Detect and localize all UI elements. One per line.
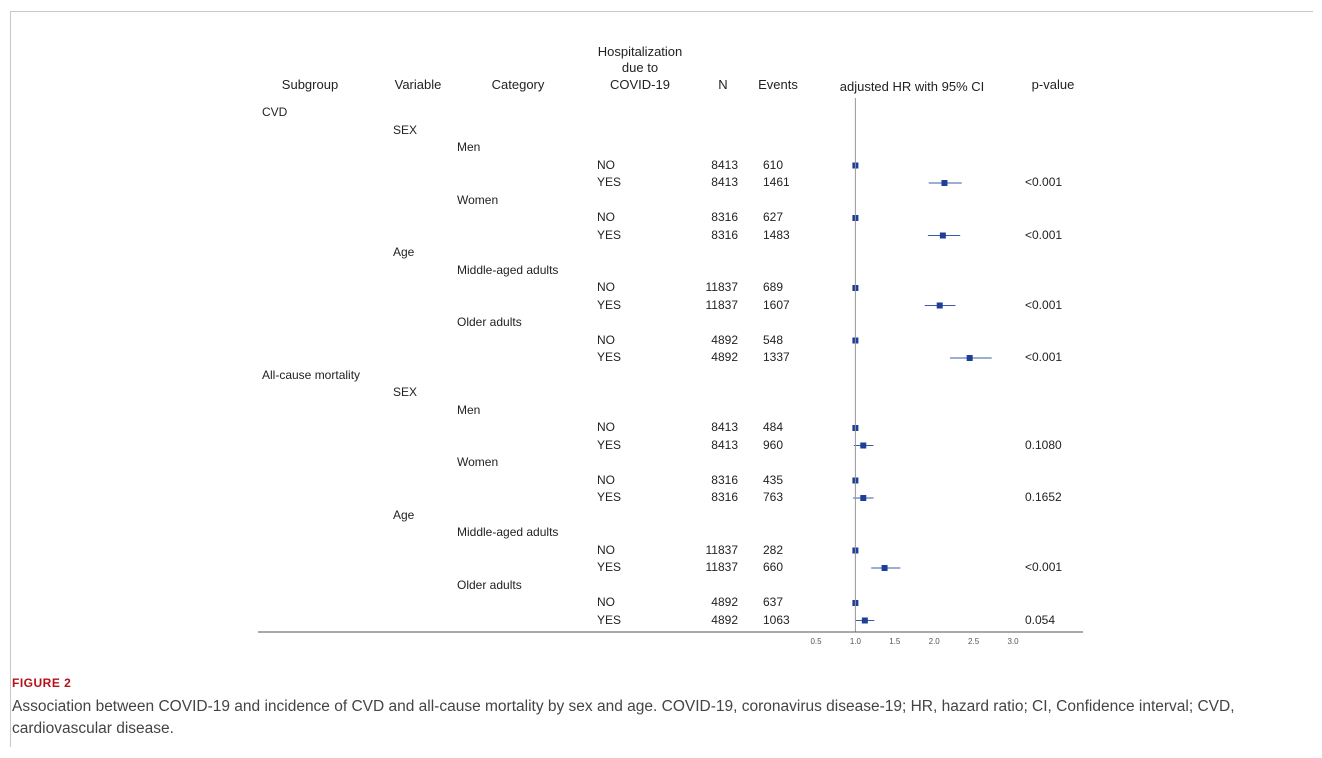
hospitalization-value: YES xyxy=(597,350,622,364)
subgroup-label: All-cause mortality xyxy=(262,367,361,382)
events-value: 484 xyxy=(763,420,784,434)
category-label: Older adults xyxy=(457,577,522,592)
p-value: <0.001 xyxy=(1025,350,1063,364)
n-value: 8413 xyxy=(711,157,738,172)
hospitalization-value: NO xyxy=(597,210,615,224)
events-value: 689 xyxy=(763,280,784,294)
category-label: Women xyxy=(457,455,499,469)
p-value: <0.001 xyxy=(1025,297,1063,312)
category-label: Middle-aged adults xyxy=(457,525,559,539)
events-value: 1063 xyxy=(763,612,790,627)
hospitalization-value: NO xyxy=(597,280,615,294)
p-value: 0.1652 xyxy=(1025,490,1062,504)
n-value: 8413 xyxy=(711,420,738,434)
hospitalization-value: YES xyxy=(597,175,622,189)
frame-top-border xyxy=(10,11,1313,12)
category-label: Men xyxy=(457,140,481,154)
hospitalization-value: YES xyxy=(597,612,622,627)
header-p-value: p-value xyxy=(1031,77,1075,92)
p-value: 0.054 xyxy=(1025,612,1056,627)
header-n: N xyxy=(718,77,728,92)
point-estimate-marker xyxy=(936,302,943,309)
figure-label: FIGURE 2 xyxy=(12,676,72,690)
events-value: 282 xyxy=(763,542,784,557)
x-tick-label: 2.0 xyxy=(929,637,941,646)
variable-label: Age xyxy=(393,245,415,259)
header-category: Category xyxy=(491,77,545,92)
x-tick-label: 1.5 xyxy=(889,637,901,646)
p-value: <0.001 xyxy=(1025,227,1063,242)
n-value: 4892 xyxy=(711,350,738,364)
events-value: 637 xyxy=(763,595,784,609)
header-hr: adjusted HR with 95% CI xyxy=(839,79,985,94)
category-label: Older adults xyxy=(457,315,522,329)
header-hospitalization-line1: Hospitalization xyxy=(597,44,683,59)
hospitalization-value: YES xyxy=(597,227,622,242)
hospitalization-value: NO xyxy=(597,157,615,172)
hospitalization-value: YES xyxy=(597,560,622,574)
category-label: Men xyxy=(457,402,481,417)
figure-caption: Association between COVID-19 and inciden… xyxy=(12,698,1235,737)
n-value: 4892 xyxy=(711,612,738,627)
events-value: 763 xyxy=(763,490,784,504)
events-value: 1483 xyxy=(763,227,790,242)
p-value: <0.001 xyxy=(1025,175,1063,189)
p-value: 0.1080 xyxy=(1025,437,1062,452)
point-estimate-marker xyxy=(881,565,888,571)
events-value: 960 xyxy=(763,437,784,452)
forest-plot: 0.5 1.0 1.5 2.0 2.5 3.0 xyxy=(258,98,1083,646)
hospitalization-value: NO xyxy=(597,595,615,609)
n-value: 8316 xyxy=(711,490,738,504)
x-tick-label: 3.0 xyxy=(1007,637,1019,646)
events-value: 1607 xyxy=(763,297,790,312)
point-estimate-marker xyxy=(860,495,867,501)
header-subgroup: Subgroup xyxy=(281,77,339,92)
n-value: 8413 xyxy=(711,175,738,189)
events-value: 435 xyxy=(763,472,784,487)
hospitalization-value: YES xyxy=(597,437,622,452)
category-label: Women xyxy=(457,192,499,207)
frame-left-border xyxy=(10,11,11,747)
p-value: <0.001 xyxy=(1025,560,1063,574)
n-value: 4892 xyxy=(711,332,738,347)
category-label: Middle-aged adults xyxy=(457,262,559,277)
events-value: 1337 xyxy=(763,350,790,364)
subgroup-label: CVD xyxy=(262,105,288,119)
n-value: 11837 xyxy=(705,280,738,294)
x-tick-label: 1.0 xyxy=(850,637,862,646)
variable-label: SEX xyxy=(393,385,418,399)
variable-label: Age xyxy=(393,507,415,522)
header-variable: Variable xyxy=(394,77,442,92)
n-value: 8316 xyxy=(711,472,738,487)
hospitalization-value: YES xyxy=(597,490,622,504)
hospitalization-value: NO xyxy=(597,472,615,487)
n-value: 11837 xyxy=(705,542,738,557)
events-value: 1461 xyxy=(763,175,790,189)
n-value: 8316 xyxy=(711,227,738,242)
events-value: 548 xyxy=(763,332,784,347)
n-value: 8316 xyxy=(711,210,738,224)
n-value: 4892 xyxy=(711,595,738,609)
point-estimate-marker xyxy=(860,442,867,449)
header-hospitalization-line3: COVID-19 xyxy=(610,77,670,92)
header-hospitalization-line2: due to xyxy=(621,60,659,75)
n-value: 11837 xyxy=(705,297,738,312)
hospitalization-value: NO xyxy=(597,332,615,347)
header-events: Events xyxy=(758,77,798,92)
point-estimate-marker xyxy=(966,355,973,361)
variable-label: SEX xyxy=(393,122,418,137)
n-value: 8413 xyxy=(711,437,738,452)
point-estimate-marker xyxy=(939,232,946,239)
hospitalization-value: YES xyxy=(597,297,622,312)
events-value: 627 xyxy=(763,210,784,224)
n-value: 11837 xyxy=(705,560,738,574)
point-estimate-marker xyxy=(861,617,868,624)
x-tick-label: 0.5 xyxy=(810,637,822,646)
hospitalization-value: NO xyxy=(597,542,615,557)
hospitalization-value: NO xyxy=(597,420,615,434)
point-estimate-marker xyxy=(941,180,948,186)
events-value: 660 xyxy=(763,560,784,574)
x-tick-label: 2.5 xyxy=(968,637,980,646)
events-value: 610 xyxy=(763,157,784,172)
